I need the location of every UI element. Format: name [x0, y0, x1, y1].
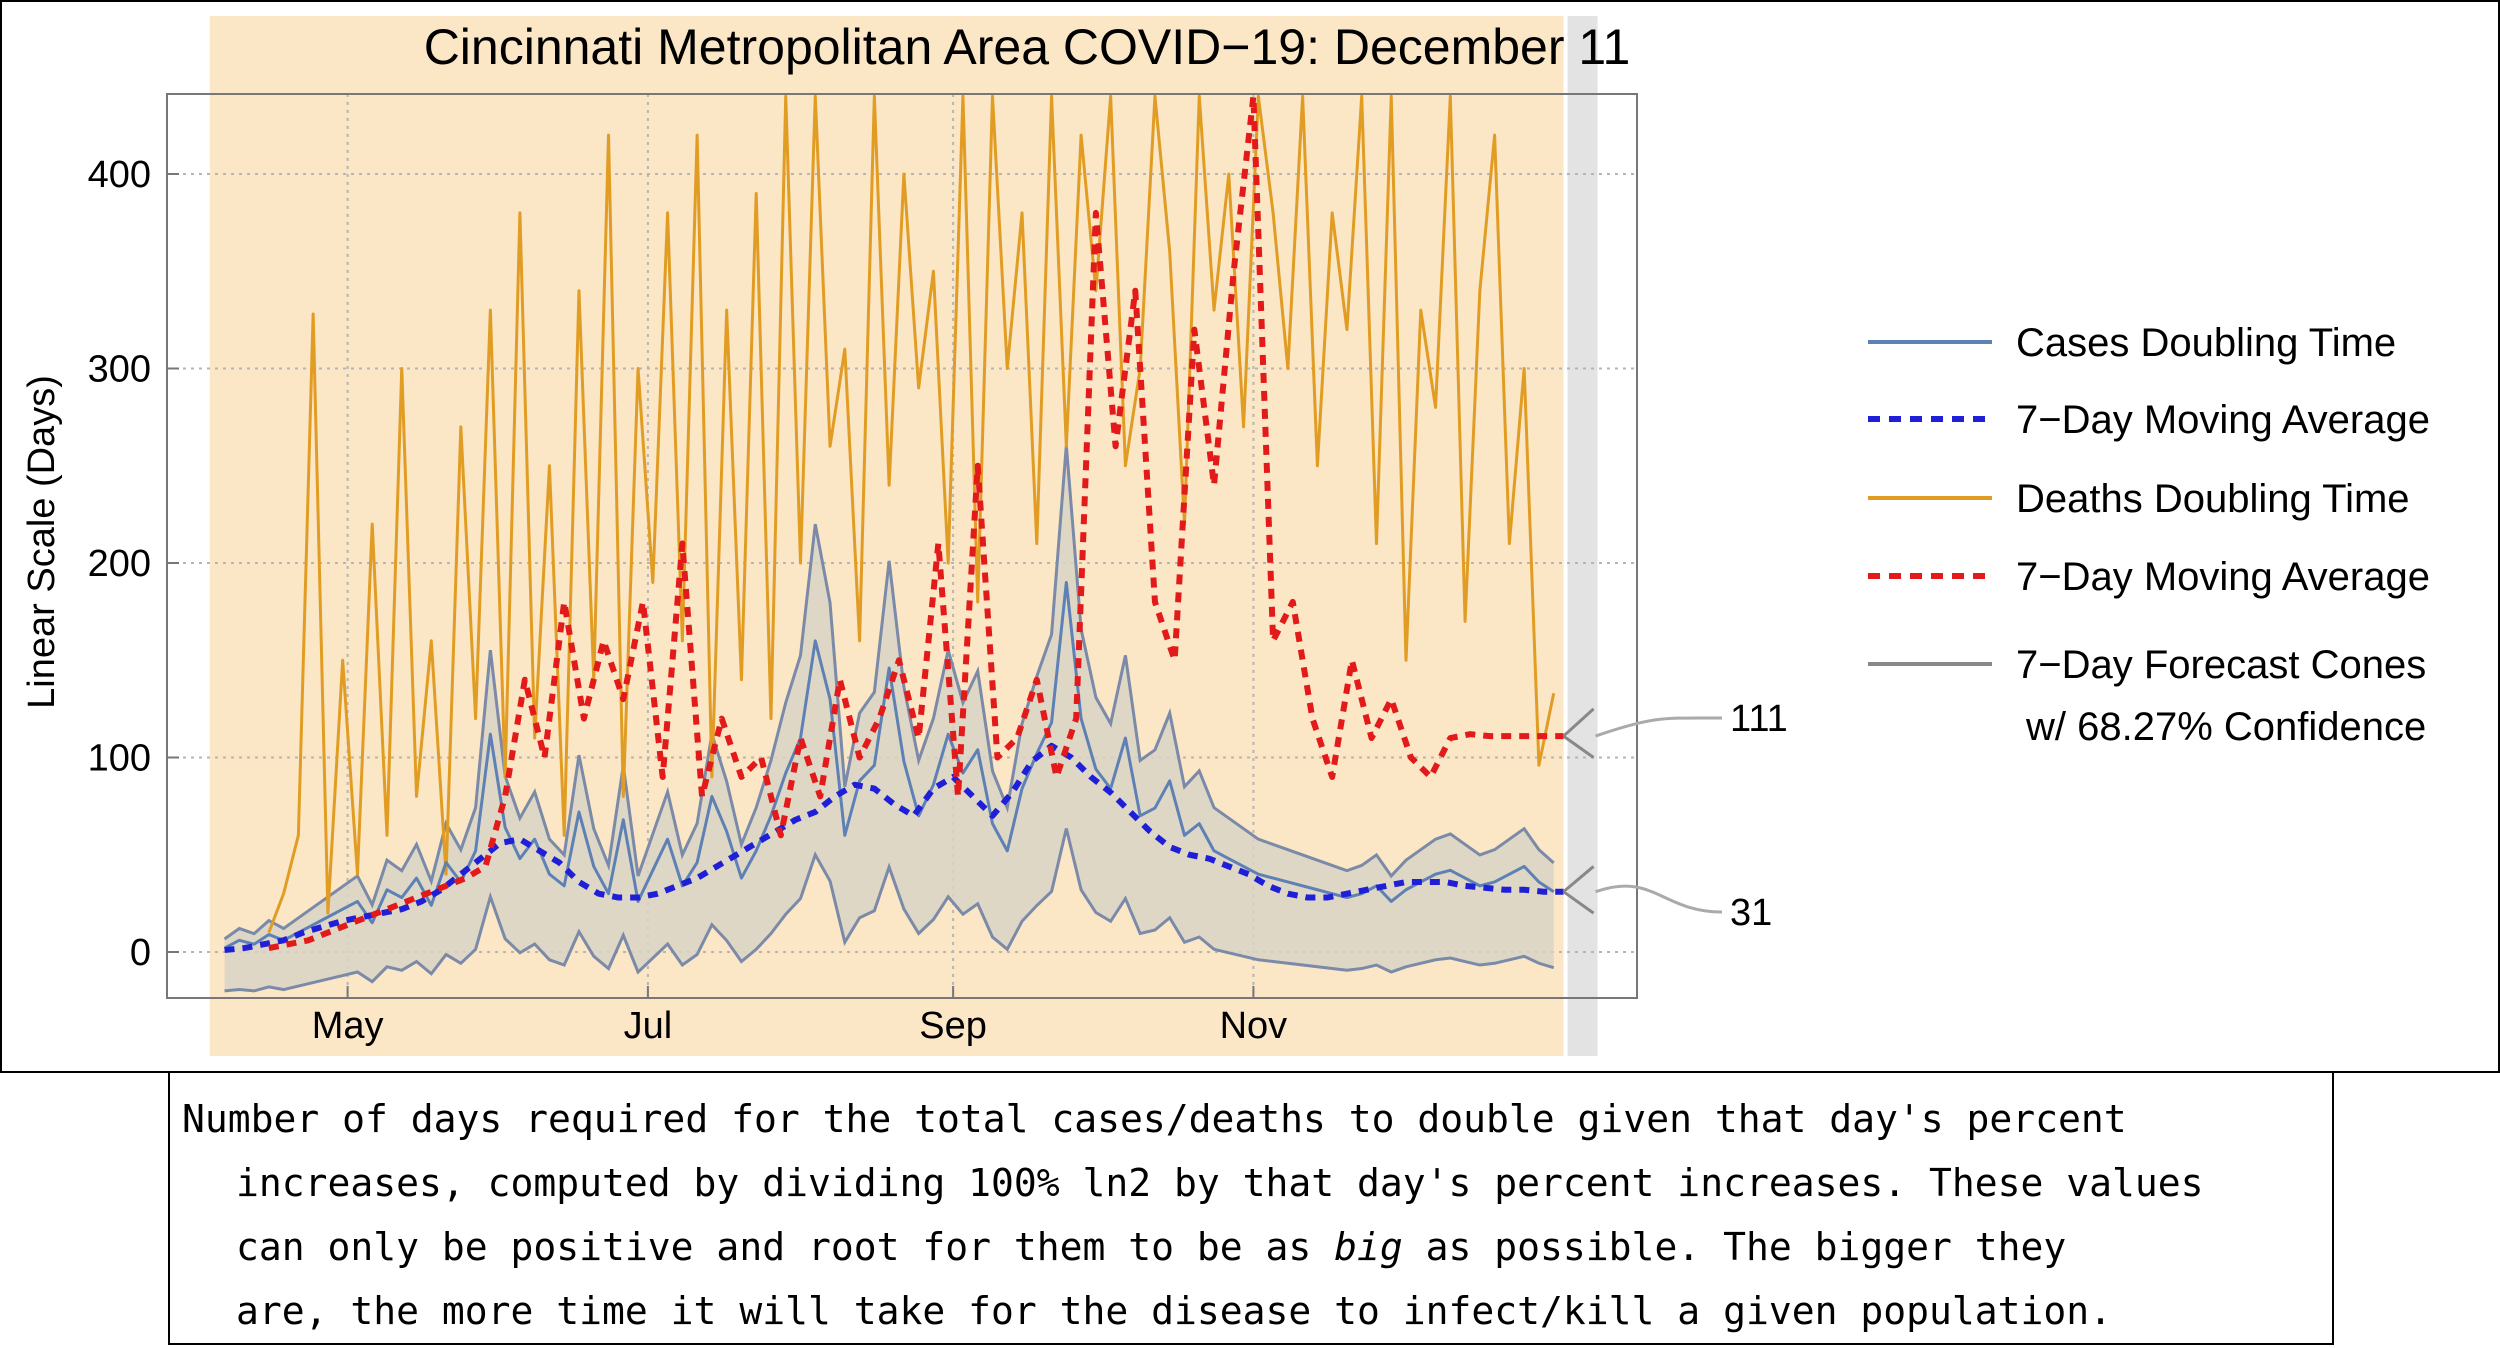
caption-line-4: are, the more time it will take for the …: [236, 1289, 2112, 1333]
y-axis-label: Linear Scale (Days): [21, 375, 63, 709]
caption-line-1: Number of days required for the total ca…: [182, 1097, 2127, 1141]
forecast-cone-lower: [224, 828, 1555, 993]
x-tick-label: Sep: [919, 1005, 987, 1047]
x-tick-label: May: [312, 1005, 384, 1047]
caption-emphasis: big: [1334, 1225, 1403, 1269]
end-labels: 111 31: [1595, 698, 1788, 934]
legend-label: Deaths Doubling Time: [2016, 477, 2410, 521]
chart-frame: 0 100 200 300 400 May Jul Sep Nov Cincinnati Met…: [0, 0, 2500, 1073]
deaths-doubling-line: [267, 94, 1556, 934]
legend-label-2: w/ 68.27% Confidence: [2025, 705, 2426, 749]
cases-moving-average-line: [224, 742, 1564, 954]
end-label-leader: [1595, 884, 1723, 914]
y-tick-label: 200: [88, 543, 151, 585]
legend-label: 7−Day Moving Average: [2016, 398, 2430, 442]
legend-label: 7−Day Moving Average: [2016, 555, 2430, 599]
forecast-cone-projection: [1562, 734, 1595, 759]
end-label: 111: [1730, 698, 1788, 740]
y-tick-label: 100: [88, 738, 151, 780]
axes: 0 100 200 300 400 May Jul Sep Nov: [88, 93, 1638, 1047]
chart-svg: 0 100 200 300 400 May Jul Sep Nov Cincinnati Met…: [21, 16, 2430, 1056]
x-tick-label: Nov: [1220, 1005, 1288, 1047]
legend-label: 7−Day Forecast Cones: [2016, 643, 2426, 687]
legend-label: Cases Doubling Time: [2016, 321, 2396, 365]
chart-title: Cincinnati Metropolitan Area COVID−19: D…: [424, 19, 1631, 75]
forecast-cone-projection: [1562, 865, 1595, 893]
series-layer: [223, 93, 1595, 993]
plot-frame: [166, 93, 1638, 999]
caption-box: Number of days required for the total ca…: [168, 1073, 2334, 1345]
forecast-cone-projection: [1562, 890, 1595, 915]
caption-line-2: increases, computed by dividing 100% ln2…: [236, 1161, 2204, 1205]
caption-line-3: can only be positive and root for them t…: [236, 1225, 2067, 1269]
forecast-shade: [1567, 16, 1598, 1056]
y-tick-label: 0: [130, 932, 151, 974]
legend: Cases Doubling Time 7−Day Moving Average D…: [1868, 321, 2430, 749]
y-tick-label: 300: [88, 349, 151, 391]
end-label-leader: [1595, 716, 1723, 738]
x-tick-label: Jul: [624, 1005, 673, 1047]
forecast-cone-upper: [223, 445, 1555, 941]
end-label: 31: [1730, 892, 1772, 934]
y-tick-label: 400: [88, 154, 151, 196]
forecast-cone-projection: [1562, 707, 1595, 738]
